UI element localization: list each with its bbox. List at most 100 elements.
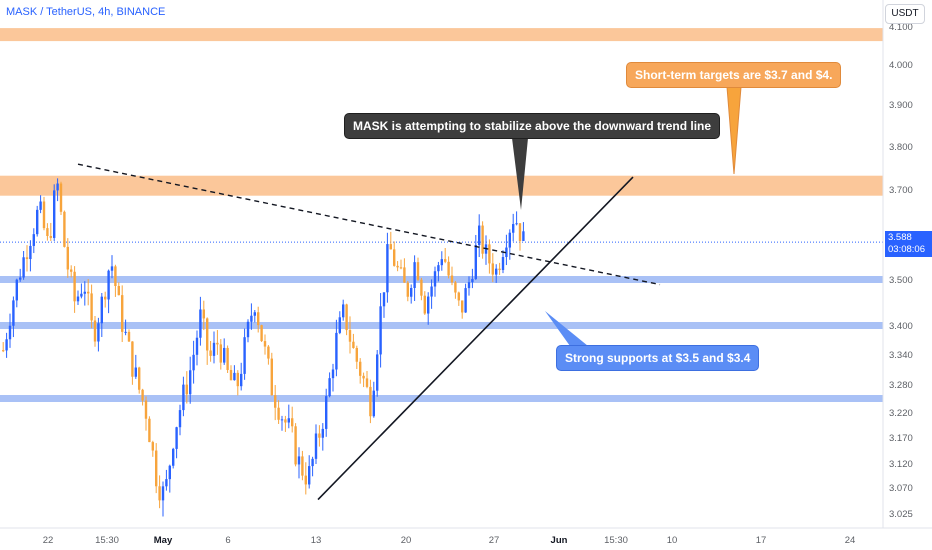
candle-body [161,486,165,501]
candle-body [97,323,100,342]
candle-body [478,225,481,246]
candle-body [110,266,114,271]
symbol-header[interactable]: MASK / TetherUS, 4h, BINANCE [6,6,166,18]
candle-body [280,419,284,421]
x-tick-label: 13 [311,535,322,546]
x-tick-label: 20 [401,535,412,546]
candle-body [450,275,454,283]
price-axis: 3.025 3.070 3.120 3.170 3.220 3.280 3.340 3.400… [889,22,913,520]
candle-body [5,339,8,351]
candle-body [423,295,426,314]
candle-body [355,347,358,362]
candle-body [464,288,467,313]
supports-annotation[interactable]: Strong supports at $3.5 and $3.4 [556,345,760,371]
candle-body [297,456,301,465]
candle-body [93,320,97,342]
candle-body [491,263,494,275]
y-tick-label: 4.100 [889,22,913,33]
candle-body [76,296,80,302]
candle-body [318,433,321,438]
candle-body [87,291,90,294]
candle-body [8,325,12,340]
resistance-zone [0,175,883,196]
candle-body [172,448,175,466]
currency-button[interactable]: USDT [885,4,925,24]
x-tick-label: 15:30 [604,535,628,546]
candle-body [512,224,515,233]
candle-body [481,225,484,254]
uptrend-line [317,176,634,501]
support-zone [0,322,883,329]
candle-body [488,244,491,264]
candle-body [73,271,76,302]
candle-body [508,232,511,248]
candle-body [444,259,447,262]
x-tick-label: 22 [43,535,54,546]
candle-body [382,292,386,307]
y-tick-label: 3.500 [889,275,913,286]
candle-body [212,342,216,356]
candle-body [90,293,93,321]
candle-body [294,426,297,465]
candle-body [131,341,134,377]
y-tick-label: 3.340 [889,350,913,361]
candle-body [49,236,52,238]
candle-body [467,282,471,289]
candle-body [359,361,362,376]
candle-body [236,372,239,387]
candle-body [474,245,477,279]
candle-body [376,354,379,391]
zones [0,28,883,402]
candle-body [263,341,267,347]
candle-body [114,266,117,286]
candle-body [53,190,56,238]
candle-body [243,337,246,374]
candle-body [216,342,219,345]
y-tick-label: 3.800 [889,142,913,153]
candle-body [501,257,505,271]
candle-body [63,211,66,247]
candle-body [165,479,168,487]
y-tick-label: 3.220 [889,408,913,419]
x-tick-label: Jun [551,535,568,546]
candle-body [260,325,263,342]
candle-body [277,407,280,420]
supports-callout-pointer [545,311,588,346]
trend-annotation[interactable]: MASK is attempting to stabilize above th… [344,113,721,139]
candle-body [185,384,188,395]
trend-callout-pointer [512,138,528,210]
candle-body [56,183,59,191]
candle-body [287,418,290,423]
candle-body [46,228,49,237]
candle-body [29,245,32,260]
candle-body [396,265,399,268]
y-tick-label: 3.120 [889,459,913,470]
candle-body [206,318,209,351]
candle-body [148,418,151,443]
candle-body [284,419,287,423]
candle-body [461,300,464,313]
candle-body [192,354,195,371]
candle-body [386,244,389,293]
candle-body [124,331,127,333]
candle-body [410,287,413,297]
candle-body [83,291,86,294]
candle-body [362,375,365,379]
candle-body [304,475,307,485]
candle-body [250,315,253,322]
candle-body [189,370,192,395]
candle-body [433,271,437,287]
candle-body [308,466,311,485]
candle-body [403,267,406,283]
targets-callout-pointer [726,86,742,175]
targets-annotation[interactable]: Short-term targets are $3.7 and $4. [626,62,842,88]
candle-body [291,418,294,427]
candle-body [107,270,110,300]
candle-body [80,293,83,297]
candle-body [121,295,124,332]
candle-body [12,300,15,326]
candle-body [430,286,433,297]
last-price-value: 3.588 [888,232,912,243]
candle-body [138,367,141,390]
